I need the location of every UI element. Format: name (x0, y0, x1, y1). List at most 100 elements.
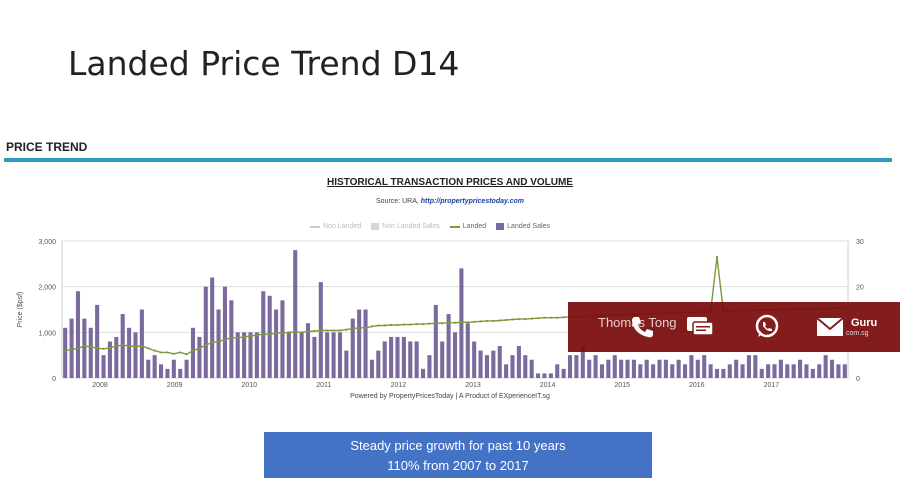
bar (184, 359, 189, 378)
bar (580, 346, 585, 378)
line-point (172, 352, 175, 355)
bar (114, 336, 119, 378)
line-point (140, 344, 143, 348)
whatsapp-icon[interactable] (753, 314, 781, 340)
chat-icon[interactable] (686, 314, 714, 340)
bar (516, 346, 521, 378)
y-tick-label: 1,000 (38, 330, 56, 337)
bar (823, 355, 828, 378)
bar (331, 332, 336, 378)
x-tick-label: 2008 (92, 382, 108, 389)
line-point (511, 318, 514, 321)
legend-item-landed[interactable]: Landed (449, 223, 486, 230)
slide-title: Landed Price Trend D14 (68, 44, 460, 83)
bar (657, 359, 662, 378)
line-point (453, 321, 457, 324)
bar (305, 323, 311, 378)
x-tick-label: 2010 (241, 382, 257, 389)
line-point (281, 331, 284, 334)
legend-item-non-landed-sales[interactable]: Non Landed Sales (371, 223, 440, 230)
line-point (345, 328, 348, 331)
section-label: PRICE TREND (6, 140, 88, 154)
source-prefix: Source: URA, (376, 198, 419, 205)
x-tick-label: 2015 (614, 382, 630, 389)
line-point (191, 349, 195, 352)
bar (561, 368, 566, 378)
x-tick-label: 2013 (465, 382, 481, 389)
line-point (428, 322, 431, 325)
legend-item-non-landed[interactable]: Non Landed (310, 223, 361, 230)
line-point (351, 327, 354, 330)
line-point (498, 319, 501, 322)
bar (376, 350, 381, 378)
y-tick-label: 2,000 (38, 285, 56, 292)
bar (274, 309, 279, 378)
line-point (96, 347, 99, 350)
line-point (179, 351, 182, 354)
x-tick-label: 2011 (316, 382, 331, 389)
bar (88, 327, 93, 378)
line-point (204, 344, 207, 347)
bar (548, 373, 553, 378)
line-point (108, 346, 112, 349)
source-link[interactable]: http://propertypricestoday.com (420, 198, 524, 205)
bar (727, 364, 732, 378)
line-point (421, 323, 425, 326)
bar (625, 359, 630, 378)
bar (242, 332, 247, 378)
bar (759, 368, 764, 378)
bar (593, 355, 598, 378)
line-point (505, 318, 508, 322)
line-point (338, 329, 342, 332)
section-divider (4, 158, 892, 162)
y2-tick-label: 0 (856, 376, 860, 383)
bar (663, 359, 668, 378)
bar (254, 332, 259, 378)
bar (337, 332, 343, 378)
email-icon[interactable] (816, 314, 844, 340)
bar (152, 355, 157, 378)
bar (248, 332, 253, 378)
legend-item-landed-sales[interactable]: Landed Sales (496, 223, 550, 230)
bar (651, 364, 656, 378)
line-point (262, 333, 265, 336)
bar (63, 327, 68, 378)
bar (210, 277, 215, 378)
bar (587, 359, 592, 378)
line-point (127, 344, 131, 348)
bar (293, 250, 298, 378)
line-point (70, 348, 73, 351)
y-axis-label: Price ($psf) (17, 292, 24, 328)
bar (446, 314, 451, 378)
bar (829, 359, 835, 378)
bar (229, 300, 234, 378)
bar (491, 350, 496, 378)
line-point (102, 347, 105, 350)
line-point (389, 323, 393, 327)
bar (82, 318, 87, 378)
bar (203, 286, 208, 378)
line-point (377, 324, 380, 327)
line-point (147, 347, 150, 350)
line-point (306, 330, 310, 333)
phone-icon[interactable] (628, 314, 656, 340)
bar (599, 364, 605, 378)
line-point (64, 349, 67, 352)
x-tick-label: 2012 (391, 382, 407, 389)
y-tick-label: 3,000 (38, 239, 56, 246)
line-point (326, 329, 329, 332)
bar (357, 309, 362, 378)
line-point (236, 336, 239, 339)
bar (216, 309, 221, 378)
bar (395, 336, 400, 378)
line-point (313, 329, 316, 333)
line-point (460, 321, 463, 324)
bar (197, 336, 202, 378)
chart-legend: Non Landed Non Landed Sales Landed Lande… (310, 223, 550, 230)
line-point (485, 319, 489, 323)
line-point (524, 317, 527, 321)
legend-label: Non Landed (323, 223, 362, 230)
bar (836, 364, 841, 378)
line-point (287, 331, 290, 334)
line-point (715, 255, 719, 259)
